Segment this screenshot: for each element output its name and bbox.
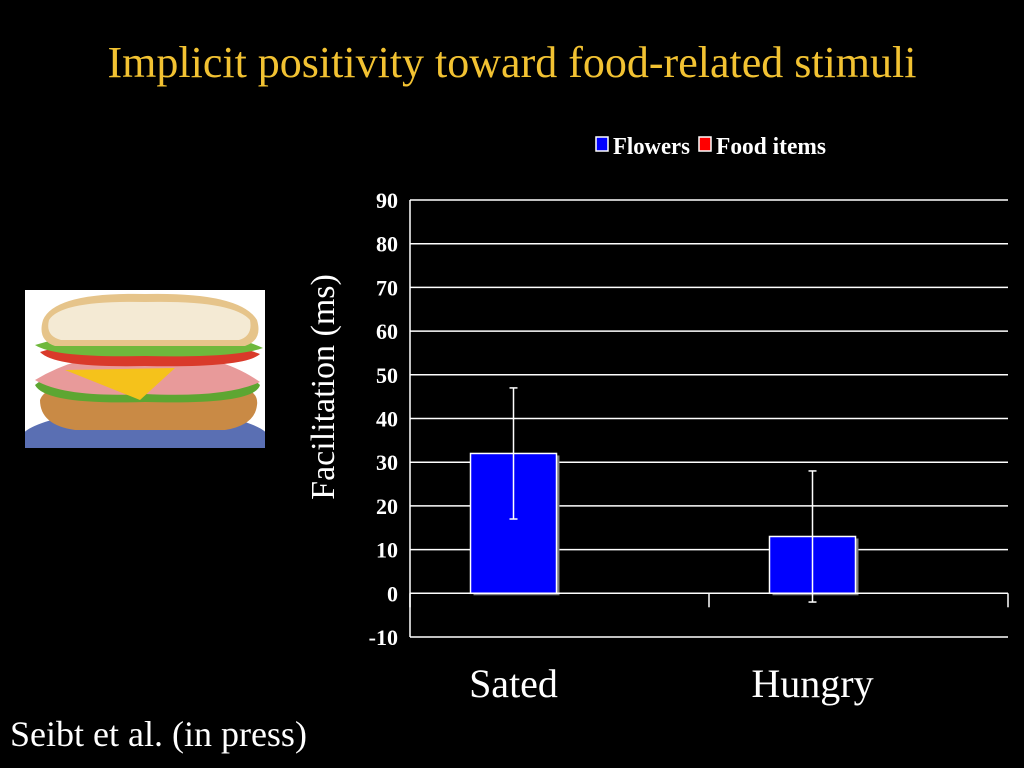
chart-bars [469, 387, 859, 603]
legend-swatch-flowers [595, 136, 609, 152]
legend-label-flowers: Flowers [613, 134, 690, 160]
x-axis [409, 592, 1009, 608]
y-tick-label: 70 [376, 275, 398, 300]
category-labels: Sated Hungry [469, 661, 874, 706]
y-tick-label: 90 [376, 188, 398, 213]
y-tick-label: -10 [369, 625, 398, 650]
citation: Seibt et al. (in press) [10, 714, 307, 754]
category-label-hungry: Hungry [751, 661, 873, 706]
y-tick-label: 40 [376, 407, 398, 432]
y-tick-label: 10 [376, 538, 398, 563]
y-axis-ticks: 90 80 70 60 50 40 30 20 10 0 -10 [369, 188, 398, 650]
category-label-sated: Sated [469, 661, 558, 706]
legend-label-food-items: Food items [716, 134, 826, 160]
y-tick-label: 30 [376, 450, 398, 475]
y-tick-label: 80 [376, 232, 398, 257]
legend-swatch-food-items [698, 136, 712, 152]
slide-title: Implicit positivity toward food-related … [107, 38, 917, 87]
chart-legend: Flowers Food items [595, 134, 826, 160]
y-tick-label: 20 [376, 494, 398, 519]
y-tick-label: 0 [387, 581, 398, 606]
y-tick-label: 50 [376, 363, 398, 388]
sandwich-photo [25, 290, 265, 448]
y-tick-label: 60 [376, 319, 398, 344]
y-axis-label: Facilitation (ms) [305, 274, 342, 500]
